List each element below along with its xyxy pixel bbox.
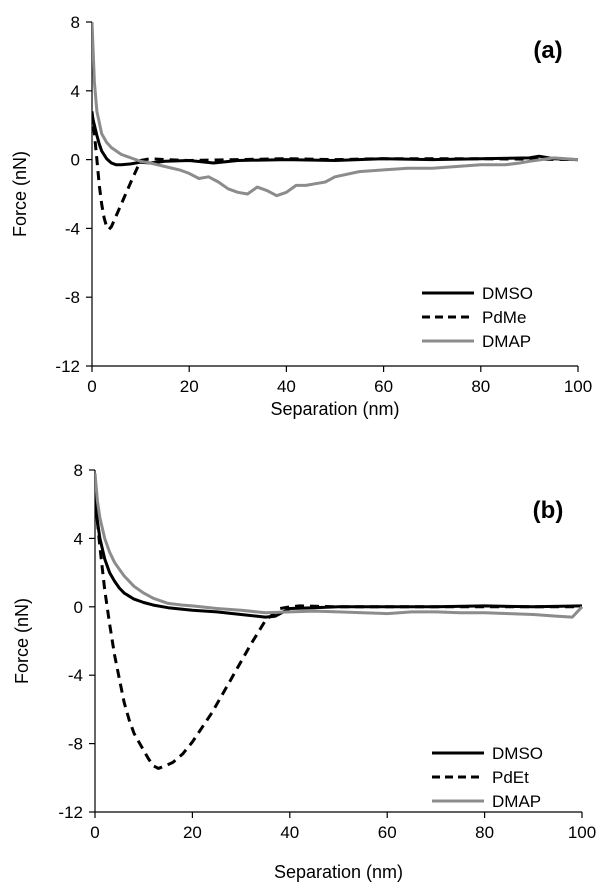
y-tick-label: 8 (74, 461, 83, 480)
y-tick-label: 0 (71, 151, 80, 170)
series-line-dmap (92, 21, 579, 198)
y-axis-title: Force (nN) (12, 598, 32, 684)
panel-label: (b) (533, 497, 564, 524)
series-line-dmso (92, 114, 579, 167)
x-tick-label: 0 (87, 377, 96, 396)
y-tick-label: -8 (68, 735, 83, 754)
x-tick-label: 80 (471, 377, 490, 396)
series-line-pdme (92, 111, 579, 231)
legend-label: DMSO (492, 744, 543, 763)
x-tick-label: 80 (475, 823, 494, 842)
panel-label: (a) (533, 37, 562, 64)
series-line-dmso (95, 495, 583, 619)
legend-label: DMSO (482, 284, 533, 303)
y-tick-label: -12 (58, 803, 83, 822)
x-axis-title: Separation (nm) (270, 399, 399, 419)
x-tick-label: 40 (277, 377, 296, 396)
x-tick-label: 100 (568, 823, 596, 842)
x-tick-label: 60 (374, 377, 393, 396)
y-tick-label: -12 (55, 357, 80, 376)
legend-label: PdMe (482, 308, 526, 327)
legend-label: DMAP (492, 792, 541, 811)
y-axis-title: Force (nN) (10, 151, 30, 237)
y-tick-label: 8 (71, 13, 80, 32)
x-tick-label: 0 (90, 823, 99, 842)
x-axis-title: Separation (nm) (274, 862, 403, 882)
series-line-pdet (95, 490, 582, 770)
x-tick-label: 100 (564, 377, 592, 396)
x-tick-label: 40 (280, 823, 299, 842)
series-line-dmap (95, 473, 584, 619)
y-tick-label: 0 (74, 598, 83, 617)
y-tick-label: 4 (74, 529, 83, 548)
x-tick-label: 20 (180, 377, 199, 396)
y-tick-label: -4 (68, 666, 83, 685)
y-tick-label: -4 (65, 219, 80, 238)
legend-label: PdEt (492, 768, 529, 787)
y-tick-label: -8 (65, 288, 80, 307)
x-tick-label: 20 (183, 823, 202, 842)
x-tick-label: 60 (378, 823, 397, 842)
y-tick-label: 4 (71, 82, 80, 101)
legend-label: DMAP (482, 332, 531, 351)
